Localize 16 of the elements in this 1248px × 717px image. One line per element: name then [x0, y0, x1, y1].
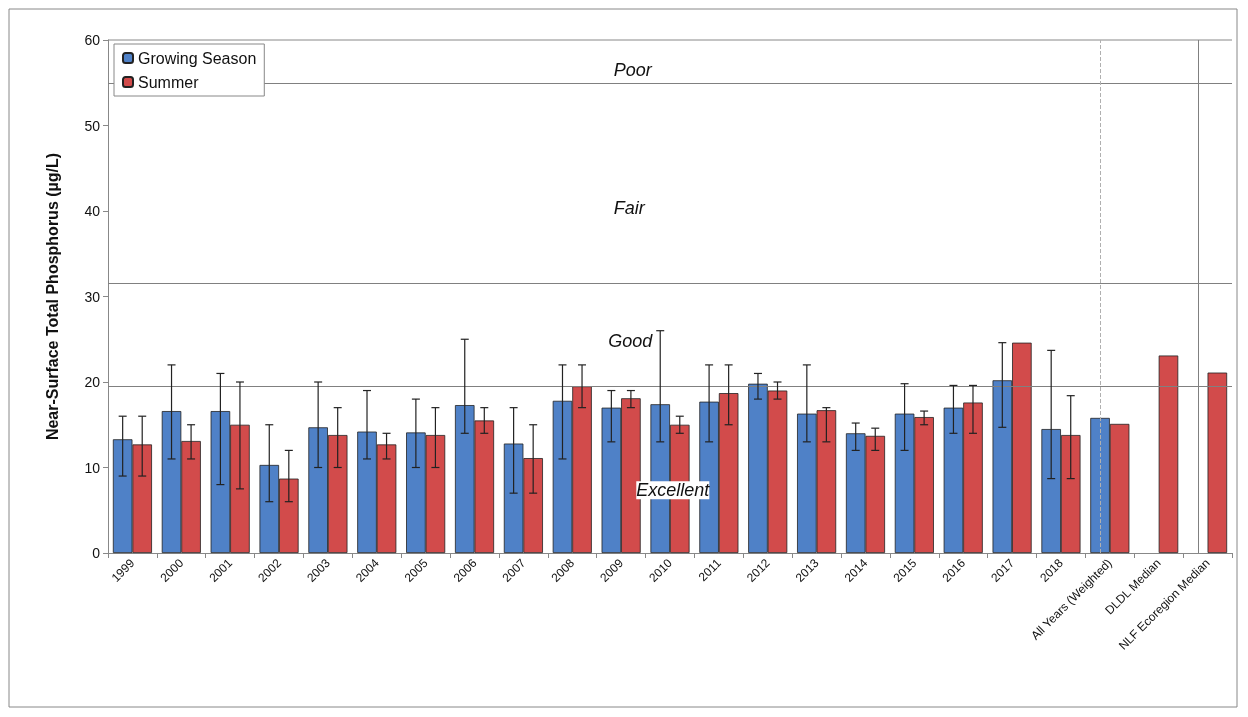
- y-tick-label: 40: [84, 203, 101, 219]
- annotation: Poor: [613, 59, 653, 80]
- annotation: Fair: [613, 198, 646, 219]
- y-axis-title: Near-Surface Total Phosphorus (µg/L): [43, 152, 61, 441]
- y-tick-label: 20: [84, 374, 101, 390]
- bar: [1207, 372, 1228, 553]
- legend-label: Growing Season: [138, 49, 257, 67]
- y-tick-label: 30: [84, 288, 101, 305]
- y-tick-label: 0: [92, 545, 101, 561]
- annotation: Good: [608, 331, 654, 352]
- legend-label: Summer: [138, 73, 200, 91]
- y-tick-label: 60: [84, 32, 101, 48]
- y-tick-label: 10: [84, 459, 101, 476]
- bar: [1158, 355, 1179, 553]
- annotation: Excellent: [636, 480, 711, 501]
- y-tick-label: 50: [84, 117, 101, 134]
